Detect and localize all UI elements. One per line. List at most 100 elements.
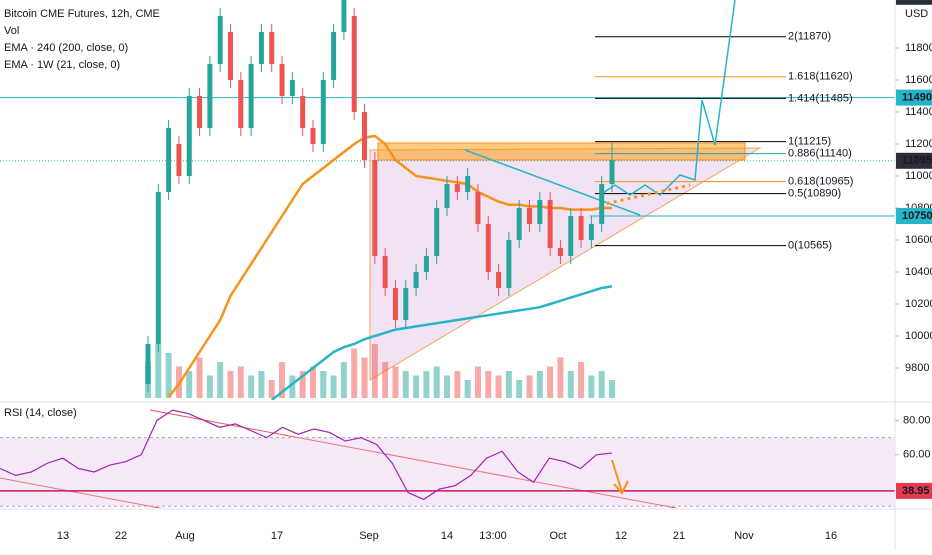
candle-body <box>578 216 584 240</box>
volume-bar <box>351 348 358 398</box>
rsi-trend <box>0 477 163 508</box>
volume-bar <box>464 380 471 398</box>
volume-bar <box>526 375 533 398</box>
candle-body <box>238 80 244 128</box>
candle-body <box>454 184 460 192</box>
fib-label: 0.886(11140) <box>788 148 852 160</box>
volume-bar <box>423 371 430 398</box>
volume-bar <box>289 375 296 398</box>
volume-bar <box>598 371 605 398</box>
candle-body <box>289 80 295 96</box>
projection <box>145 0 736 392</box>
x-tick-label: Nov <box>734 530 754 542</box>
volume-bar <box>320 371 327 398</box>
candle-body <box>320 80 326 144</box>
price-tag-label: 11490 <box>902 92 932 104</box>
x-tick-label: 22 <box>115 530 127 542</box>
candle-body <box>516 208 522 240</box>
price-tag-label: 11095 <box>902 155 932 167</box>
trend-line <box>464 149 641 216</box>
legend-entry: EMA · 240 (200, close, 0) <box>4 42 128 54</box>
candle-body <box>145 344 151 384</box>
arrow <box>611 459 623 493</box>
zone-rect <box>377 142 746 161</box>
volume-bar <box>371 344 378 398</box>
arrow-head <box>613 480 629 495</box>
candle-body <box>496 272 502 288</box>
candle-body <box>413 272 419 288</box>
volume-bar <box>505 371 512 398</box>
x-tick-label: 13 <box>57 530 69 542</box>
volume-bar <box>196 357 203 398</box>
candle-body <box>423 256 429 272</box>
volume-bar <box>536 371 543 398</box>
legend-entry: Vol <box>4 25 19 37</box>
candle-body <box>527 208 533 224</box>
rsi-pane <box>0 409 895 508</box>
y-tick-label: 11600 <box>905 74 932 86</box>
candle-body <box>588 224 594 240</box>
rsi-band <box>0 437 895 507</box>
volume-bar <box>268 380 275 398</box>
x-tick-label: 16 <box>825 530 837 542</box>
candle-body <box>227 32 233 80</box>
candle-body <box>217 16 223 64</box>
legend-entry: EMA · 1W (21, close, 0) <box>4 59 120 71</box>
x-tick-label: Sep <box>359 530 379 542</box>
price-tag <box>896 0 932 5</box>
x-tick-label: Oct <box>549 530 566 542</box>
volume-bar <box>567 371 574 398</box>
volume-bar <box>557 357 564 398</box>
volume-bar <box>165 353 172 398</box>
candle-body <box>186 96 192 176</box>
volume-bar <box>588 375 595 398</box>
volume-bar <box>155 344 162 398</box>
volume-bar <box>516 380 523 398</box>
line-series <box>270 285 613 400</box>
x-tick-label: 17 <box>271 530 283 542</box>
volume-bar <box>186 371 193 398</box>
candle-body <box>547 200 553 248</box>
y-tick-label: 11200 <box>905 138 932 150</box>
candle-body <box>155 192 161 344</box>
volume-bar <box>444 375 451 398</box>
candle-body <box>506 240 512 288</box>
volume-bar <box>495 375 502 398</box>
candle-body <box>176 144 182 176</box>
price-tag <box>896 208 932 224</box>
volume-bar <box>433 366 440 398</box>
volume-bar <box>454 371 461 398</box>
rsi-arrow <box>611 459 629 495</box>
rsi-trend <box>149 409 679 508</box>
candle-body <box>599 184 605 224</box>
candle-body <box>279 64 285 96</box>
y-tick-label: 9800 <box>905 362 929 374</box>
candle-body <box>537 200 543 224</box>
y-tick-label: 11400 <box>905 106 932 118</box>
rsi-level-tag <box>896 482 932 499</box>
volume-bar <box>609 380 615 398</box>
volume-bar <box>474 366 481 398</box>
candle-body <box>248 64 254 128</box>
candle-body <box>609 160 615 184</box>
volume-bar <box>237 366 244 398</box>
x-tick-label: 21 <box>673 530 685 542</box>
candle-body <box>341 0 347 32</box>
candle-body <box>568 216 574 256</box>
candle-body <box>310 128 316 144</box>
y-tick-label: 11000 <box>905 170 932 182</box>
y-tick-label: 10000 <box>905 330 932 342</box>
volume-bar <box>258 371 265 398</box>
price-tag <box>896 152 932 169</box>
candle-body <box>475 192 481 224</box>
volume-bar <box>392 366 399 398</box>
fib-label: 1.618(11620) <box>788 71 853 83</box>
x-tick-label: 14 <box>441 530 453 542</box>
candle-body <box>403 288 409 320</box>
volume-bar <box>217 362 224 398</box>
y-tick-label: 11800 <box>905 42 932 54</box>
candle-body <box>362 112 368 160</box>
price-pane: 2(11870) 1.618(11620) 1.414(11485) 1(11215)… <box>0 31 895 400</box>
volume-bar <box>227 371 234 398</box>
